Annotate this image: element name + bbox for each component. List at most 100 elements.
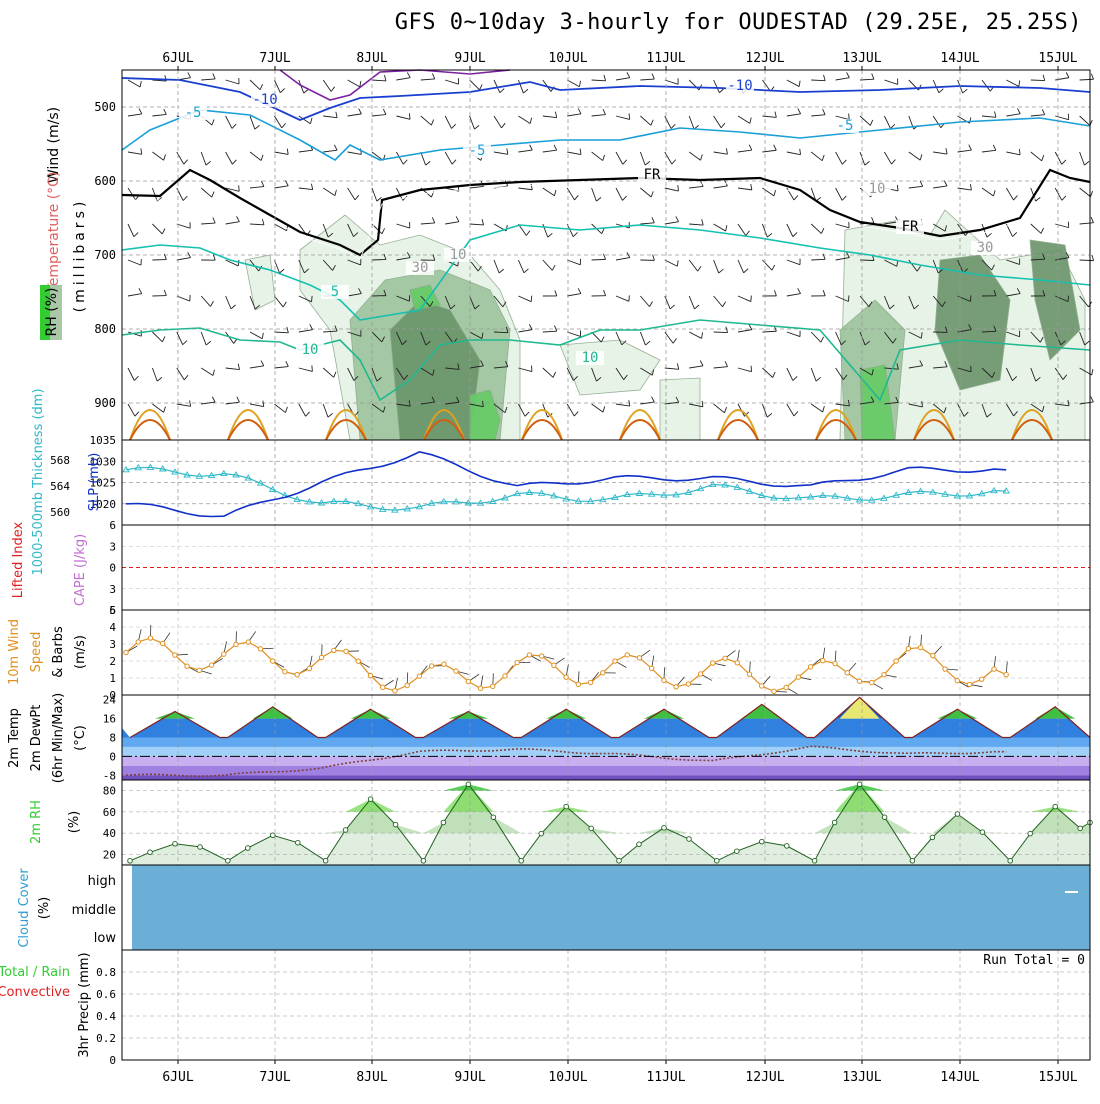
rh2m-point (955, 812, 960, 817)
ylabel-minmax: (6hr Min/Max) (51, 693, 66, 783)
wind-barb-flag (1092, 369, 1093, 375)
wind10-point (967, 682, 971, 686)
wind10-point (735, 661, 739, 665)
wind10-point (246, 640, 250, 644)
wind10-point (747, 672, 751, 676)
temp-ytick-label: -8 (103, 769, 116, 782)
rh2m-point (393, 822, 398, 827)
wind10-point (601, 671, 605, 675)
wind10-point (283, 670, 287, 674)
wind10-point (258, 647, 262, 651)
xaxis-top-label: 15JUL (1038, 51, 1077, 66)
rh2m-point (832, 820, 837, 825)
wind10-point (698, 672, 702, 676)
precip-ytick-label: 0.4 (96, 1010, 116, 1023)
xaxis-bottom-label: 14JUL (940, 1070, 979, 1085)
rh2m-ytick-label: 80 (103, 785, 116, 798)
precip-ytick-label: 0.8 (96, 966, 116, 979)
wind10-point (662, 678, 666, 682)
rh2m-point (148, 850, 153, 855)
wind10-point (173, 653, 177, 657)
rh2m-point (1078, 826, 1083, 831)
cloud-level-label: low (94, 931, 117, 946)
rh2m-point (637, 842, 642, 847)
rh2m-point (687, 837, 692, 842)
wind10-point (148, 636, 152, 640)
wind10-point (429, 664, 433, 668)
wind10-point (319, 655, 323, 659)
cloud-level-label: high (88, 874, 116, 889)
panel-frame-precip (122, 950, 1090, 1060)
wind10-point (894, 659, 898, 663)
ylabel-millibars: (millibars) (72, 198, 88, 313)
wind10-point (332, 648, 336, 652)
rh2m-point (226, 858, 231, 863)
xaxis-bottom-label: 13JUL (842, 1070, 881, 1085)
xaxis-bottom-label: 7JUL (259, 1070, 290, 1085)
wind10-point (160, 641, 164, 645)
xaxis-bottom-label: 15JUL (1038, 1070, 1077, 1085)
xaxis-bottom-label: 11JUL (646, 1070, 685, 1085)
cape-ytick-label: 6 (109, 519, 116, 532)
xaxis-top-label: 11JUL (646, 51, 685, 66)
wind10-point (882, 672, 886, 676)
rh2m-point (785, 844, 790, 849)
wind-barb-flag (531, 296, 532, 302)
contour-label: 10 (302, 342, 319, 358)
upper-ytick-label: 900 (94, 396, 116, 410)
contour-label: -5 (837, 118, 854, 134)
wind10-point (649, 666, 653, 670)
xaxis-top-label: 9JUL (454, 51, 485, 66)
upper-ytick-label: 700 (94, 248, 116, 262)
ylabel-cloud-unit: (%) (37, 897, 52, 920)
rh2m-ytick-label: 20 (103, 848, 116, 861)
rh2m-ytick-label: 40 (103, 827, 116, 840)
ylabel-cape: CAPE (J/kg) (73, 534, 88, 606)
panel-frame-wind (122, 610, 1090, 695)
ylabel-2m-dewpt: 2m DewPt (29, 705, 44, 772)
wind-barb (1080, 260, 1094, 261)
contour-label: FR (644, 167, 661, 183)
wind10-point (381, 685, 385, 689)
temp-ytick-label: 16 (103, 713, 116, 726)
wind10-point (772, 689, 776, 693)
ylabel-rh-unit: (%) (67, 811, 82, 834)
temp-color-band (122, 775, 1090, 780)
contour-label: -10 (727, 78, 752, 94)
rh2m-point (1028, 831, 1033, 836)
wind10-point (442, 662, 446, 666)
xaxis-top-label: 10JUL (548, 51, 587, 66)
contour-label: 10 (869, 181, 886, 197)
rh2m-point (173, 841, 178, 846)
thickness-ytick-label: 568 (50, 454, 70, 467)
rh2m-point (271, 833, 276, 838)
cape-ytick-label: 3 (109, 540, 116, 553)
rh2m-point (1008, 858, 1013, 863)
rh2m-point (323, 858, 328, 863)
rh2m-point (980, 830, 985, 835)
cloud-cover-fill (132, 865, 1090, 950)
wind10-point (980, 677, 984, 681)
wind10-point (234, 642, 238, 646)
thickness-ytick-label: 560 (50, 506, 70, 519)
wind-barb-flag (1091, 397, 1094, 402)
wind10-point (857, 679, 861, 683)
wind10-point (784, 685, 788, 689)
ylabel-cloud-cover: Cloud Cover (17, 868, 32, 948)
wind10-point (588, 680, 592, 684)
thickness-ytick-label: 564 (50, 480, 70, 493)
wind10-point (955, 678, 959, 682)
contour-label: -5 (185, 105, 202, 121)
wind10-point (674, 685, 678, 689)
wind10-point (637, 656, 641, 660)
wind10-point (760, 684, 764, 688)
rh2m-point (1053, 804, 1058, 809)
ylabel-rh: RH (%) (44, 288, 60, 337)
wind10-point (625, 653, 629, 657)
temp-color-band (122, 738, 1090, 747)
rh2m-point (296, 840, 301, 845)
ylabel-wind-unit: (m/s) (73, 635, 88, 669)
ylabel-thickness: 1000-500mb Thickness (dm) (31, 388, 46, 575)
ylabel-barbs: & Barbs (51, 626, 66, 678)
wind10-point (344, 649, 348, 653)
